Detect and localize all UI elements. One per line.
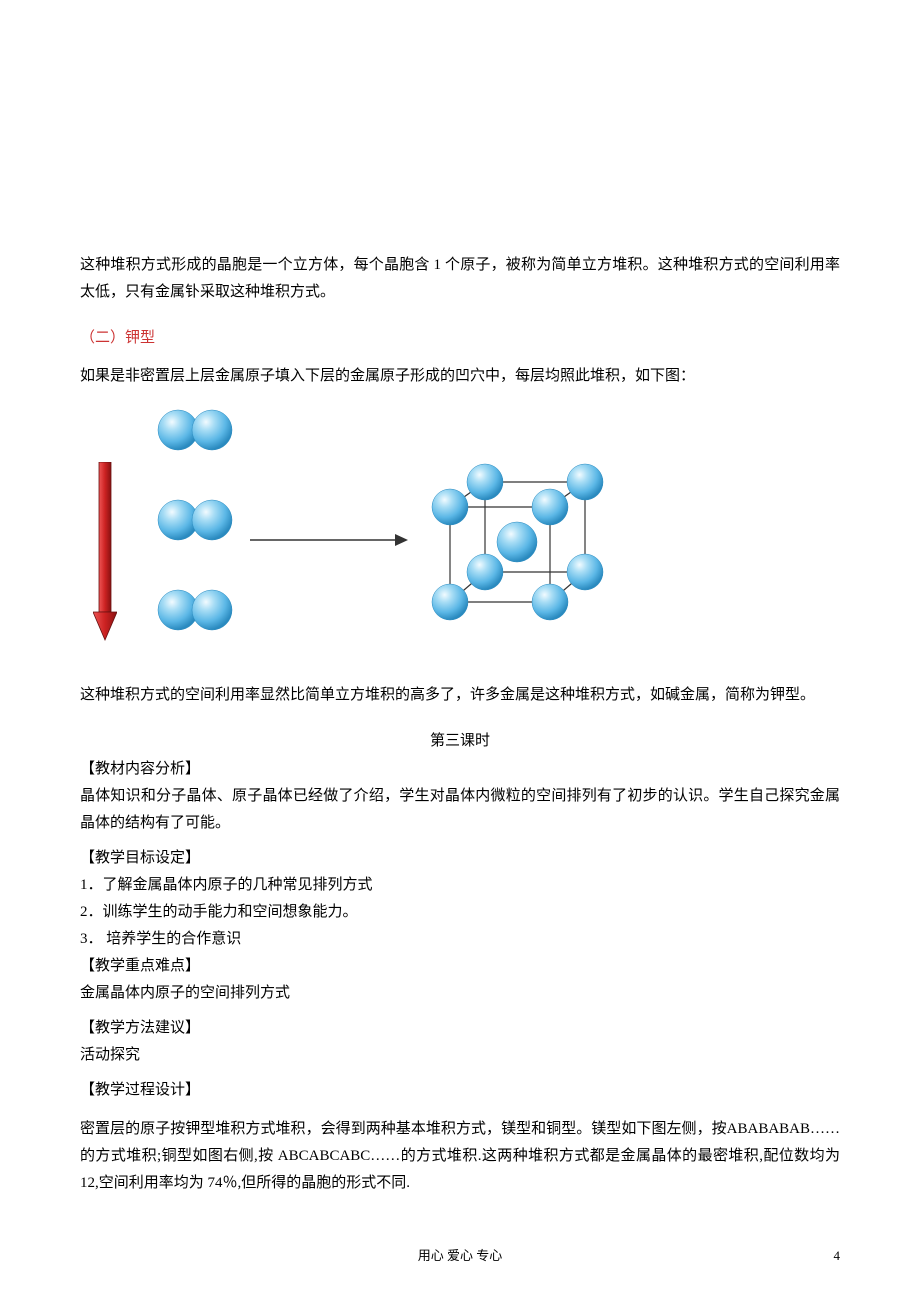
paragraph: 如果是非密置层上层金属原子填入下层的金属原子形成的凹穴中，每层均照此堆积，如下图… <box>80 363 840 390</box>
paragraph: 这种堆积方式形成的晶胞是一个立方体，每个晶胞含 1 个原子，被称为简单立方堆积。… <box>80 252 840 306</box>
right-arrow-icon <box>250 530 410 550</box>
footer-motto: 用心 爱心 专心 <box>0 1245 920 1264</box>
page-number: 4 <box>834 1248 841 1264</box>
page-content: 这种堆积方式形成的晶胞是一个立方体，每个晶胞含 1 个原子，被称为简单立方堆积。… <box>0 0 920 1245</box>
heading-objectives: 【教学目标设定】 <box>80 845 840 872</box>
list-item: 3． 培养学生的合作意识 <box>80 926 840 953</box>
heading-methods: 【教学方法建议】 <box>80 1015 840 1042</box>
bcc-stacking-diagram <box>80 402 640 662</box>
section-title-potassium: （二）钾型 <box>80 326 840 347</box>
lesson-title: 第三课时 <box>80 729 840 750</box>
heading-keypoints: 【教学重点难点】 <box>80 953 840 980</box>
paragraph: 晶体知识和分子晶体、原子晶体已经做了介绍，学生对晶体内微粒的空间排列有了初步的认… <box>80 783 840 837</box>
paragraph: 金属晶体内原子的空间排列方式 <box>80 980 840 1007</box>
bcc-unit-cell-icon <box>425 452 615 632</box>
list-item: 1．了解金属晶体内原子的几种常见排列方式 <box>80 872 840 899</box>
sphere-column-icon <box>150 402 250 662</box>
list-item: 2．训练学生的动手能力和空间想象能力。 <box>80 899 840 926</box>
heading-material-analysis: 【教材内容分析】 <box>80 756 840 783</box>
paragraph: 密置层的原子按钾型堆积方式堆积，会得到两种基本堆积方式，镁型和铜型。镁型如下图左… <box>80 1116 840 1197</box>
down-arrow-icon <box>93 462 117 642</box>
paragraph: 活动探究 <box>80 1042 840 1069</box>
heading-process: 【教学过程设计】 <box>80 1077 840 1104</box>
paragraph: 这种堆积方式的空间利用率显然比简单立方堆积的高多了，许多金属是这种堆积方式，如碱… <box>80 682 840 709</box>
